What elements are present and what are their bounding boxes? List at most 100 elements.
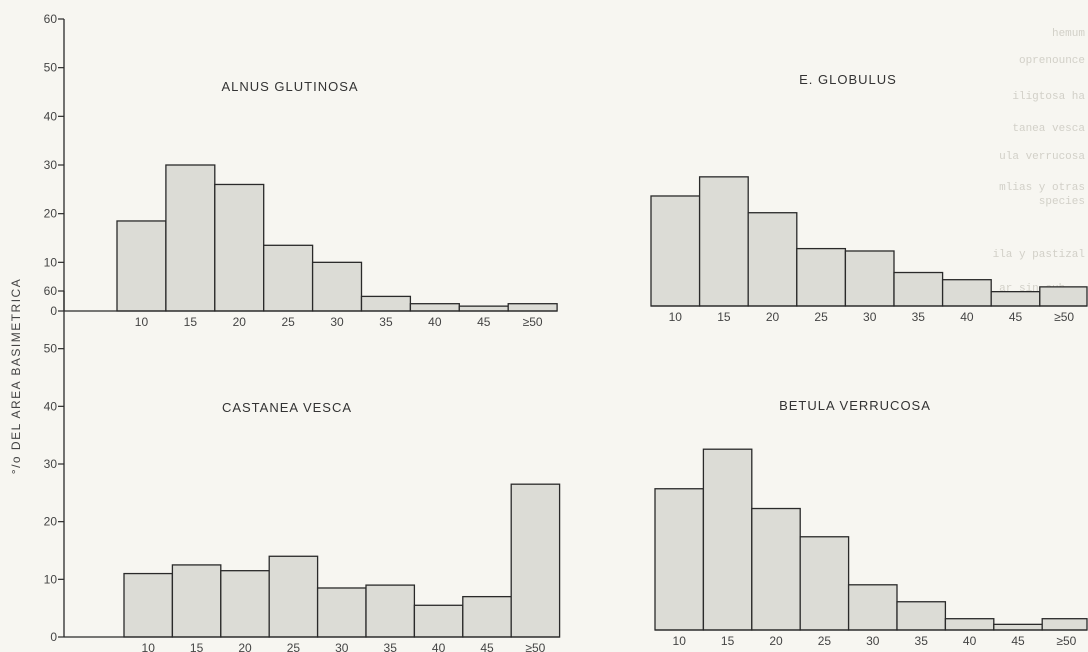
chart-title: E. GLOBULUS (799, 72, 897, 87)
bar (165, 164, 216, 312)
x-tick-label: 35 (912, 310, 926, 324)
y-tick-label: 30 (44, 158, 58, 172)
chart-panel-castanea-vesca: CASTANEA VESCA 10 15 20 25 30 35 40 45 ≥50 0 10 20 30… (44, 284, 561, 652)
x-tick-label: 35 (379, 315, 393, 329)
bar (799, 536, 850, 631)
x-tick-label: 30 (863, 310, 877, 324)
x-tick-label: 30 (866, 634, 880, 648)
bar (650, 195, 701, 307)
background-bleed-text: hemum oprenounce iligtosa ha tanea vesca ula… (993, 28, 1086, 295)
bar (365, 584, 416, 638)
faint-text: ila y pastizal (993, 249, 1085, 261)
bar (311, 261, 363, 312)
faint-text: hemum (1052, 28, 1085, 40)
bar (896, 601, 947, 631)
y-tick-label: 10 (44, 572, 58, 586)
x-tick-label: 20 (766, 310, 780, 324)
chart-panel-betula-verrucosa: BETULA VERRUCOSA 10 15 20 25 30 35 40 45 ≥50 (654, 398, 1088, 648)
bar (268, 555, 319, 638)
chart-panel-alnus-glutinosa: ALNUS GLUTINOSA 10 15 20 25 30 35 40 45 ≥50 0 10 20 3… (44, 12, 558, 329)
x-tick-label: 30 (335, 641, 349, 652)
bar (409, 303, 460, 312)
bar (796, 247, 847, 307)
x-tick-label: ≥50 (1056, 634, 1076, 648)
x-tick-label: 15 (717, 310, 731, 324)
x-tick-label: 15 (190, 641, 204, 652)
y-tick-label: 60 (44, 284, 58, 298)
x-tick-label: ≥50 (1054, 310, 1074, 324)
bar (214, 183, 265, 312)
bar (123, 572, 174, 638)
x-tick-label: 25 (281, 315, 295, 329)
bar (263, 244, 314, 312)
bar (941, 279, 992, 307)
x-tick-label: 20 (233, 315, 247, 329)
x-tick-label: 45 (1009, 310, 1023, 324)
x-tick-label: 35 (384, 641, 398, 652)
chart-title: CASTANEA VESCA (222, 400, 352, 415)
y-tick-label: 50 (44, 342, 58, 356)
x-tick-label: 10 (669, 310, 683, 324)
bar (1041, 618, 1088, 631)
x-tick-label: 10 (142, 641, 156, 652)
y-tick-label: 40 (44, 399, 58, 413)
y-tick-label: 0 (50, 630, 57, 644)
faint-text: mlias y otras (999, 182, 1085, 194)
x-tick-label: 20 (238, 641, 252, 652)
x-tick-label: 40 (963, 634, 977, 648)
bar (990, 290, 1041, 307)
x-tick-label: 10 (673, 634, 687, 648)
bar (458, 305, 509, 312)
y-tick-label: 40 (44, 109, 58, 123)
x-tick-label: 40 (432, 641, 446, 652)
y-tick-label: 10 (44, 255, 58, 269)
faint-text: oprenounce (1019, 55, 1085, 67)
bar (698, 176, 749, 307)
y-axis-label: °/o DEL AREA BASIMETRICA (9, 278, 23, 474)
x-tick-label: 15 (721, 634, 735, 648)
y-tick-label: 60 (44, 12, 58, 26)
x-tick-label: ≥50 (523, 315, 543, 329)
faint-text: ula verrucosa (999, 151, 1085, 163)
chart-panel-e-globulus: E. GLOBULUS 10 15 20 25 30 35 40 45 ≥50 (650, 72, 1088, 324)
y-tick-label: 30 (44, 457, 58, 471)
x-tick-label: 35 (915, 634, 929, 648)
chart-title: BETULA VERRUCOSA (779, 398, 931, 413)
bar (220, 570, 270, 638)
x-tick-label: 25 (814, 310, 828, 324)
bar (944, 618, 995, 631)
bar (507, 303, 558, 312)
bar (893, 271, 944, 307)
x-tick-label: 45 (480, 641, 494, 652)
x-tick-label: 45 (1011, 634, 1025, 648)
x-tick-label: 40 (960, 310, 974, 324)
x-tick-label: ≥50 (525, 641, 545, 652)
y-tick-label: 20 (44, 207, 58, 221)
bar (413, 604, 464, 638)
bar (116, 220, 167, 312)
bar (510, 483, 561, 638)
bar (747, 212, 798, 307)
x-tick-label: 45 (477, 315, 491, 329)
bar (462, 595, 512, 638)
chart-title: ALNUS GLUTINOSA (221, 79, 358, 94)
x-tick-label: 20 (769, 634, 783, 648)
bar (360, 295, 412, 312)
x-tick-label: 10 (135, 315, 149, 329)
faint-text: iligtosa ha (1012, 91, 1085, 103)
bar (654, 488, 705, 631)
bar (316, 587, 367, 638)
y-tick-label: 20 (44, 515, 58, 529)
bar (171, 564, 222, 638)
bar (847, 584, 898, 631)
x-tick-label: 25 (818, 634, 832, 648)
faint-text: species (1039, 196, 1085, 208)
bar (844, 250, 895, 307)
faint-text: tanea vesca (1012, 123, 1085, 135)
y-tick-label: 0 (50, 304, 57, 318)
x-tick-label: 15 (184, 315, 198, 329)
y-tick-label: 50 (44, 61, 58, 75)
x-tick-label: 30 (330, 315, 344, 329)
x-tick-label: 40 (428, 315, 442, 329)
